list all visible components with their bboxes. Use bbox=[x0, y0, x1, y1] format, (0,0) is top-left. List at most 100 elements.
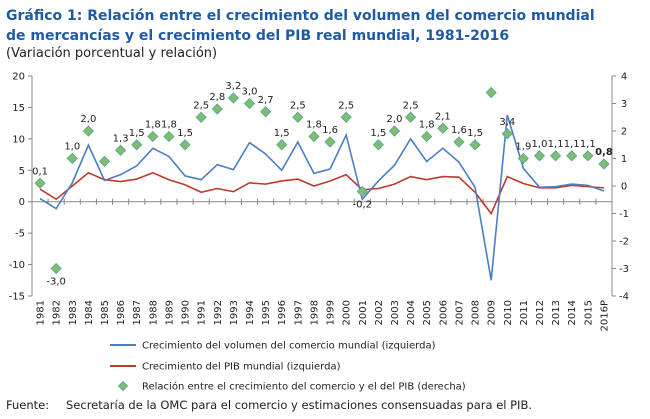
x-tick-label: 1988 bbox=[148, 300, 159, 325]
ratio-data-label: 1,3 bbox=[113, 133, 129, 144]
x-tick-label: 1981 bbox=[36, 300, 47, 325]
x-tick-label: 1986 bbox=[116, 300, 127, 325]
ratio-data-label: 2,0 bbox=[387, 114, 403, 125]
x-tick-label: 1991 bbox=[197, 300, 208, 325]
x-tick-label: 2008 bbox=[471, 300, 482, 325]
x-tick-label: 1989 bbox=[164, 300, 175, 325]
ratio-data-label: 1,0 bbox=[64, 142, 80, 153]
ratio-marker bbox=[82, 125, 94, 137]
x-tick-label: 2009 bbox=[487, 300, 498, 325]
chart-title: Gráfico 1: Relación entre el crecimiento… bbox=[6, 8, 595, 44]
ratio-data-label: 1,1 bbox=[548, 139, 564, 150]
ratio-data-label: 1,5 bbox=[370, 128, 386, 139]
left-tick-label: -15 bbox=[9, 292, 25, 303]
x-tick-label: 1992 bbox=[213, 300, 224, 325]
x-tick-label: 2016P bbox=[599, 300, 610, 331]
ratio-data-label: 1,9 bbox=[515, 142, 531, 153]
ratio-data-label: 3,4 bbox=[499, 117, 515, 128]
x-tick-label: 2013 bbox=[551, 300, 562, 325]
ratio-marker bbox=[147, 130, 159, 143]
right-tick-label: -4 bbox=[619, 292, 629, 303]
ratio-marker bbox=[485, 86, 497, 99]
ratio-marker bbox=[405, 111, 417, 123]
ratio-data-label: 1,8 bbox=[306, 120, 322, 131]
x-tick-label: 2002 bbox=[374, 300, 385, 325]
ratio-marker bbox=[131, 139, 143, 151]
x-tick-label: 2014 bbox=[567, 300, 578, 325]
x-tick-label: 2015 bbox=[583, 300, 594, 325]
x-tick-label: 1990 bbox=[181, 300, 192, 325]
ratio-data-label: 1,8 bbox=[161, 120, 177, 131]
right-tick-label: 0 bbox=[621, 182, 627, 193]
ratio-marker bbox=[501, 128, 513, 140]
x-tick-label: 2010 bbox=[503, 300, 514, 325]
gdp-growth-line bbox=[39, 171, 605, 216]
ratio-data-label: 2,5 bbox=[338, 100, 354, 111]
ratio-data-label: 2,1 bbox=[435, 111, 451, 122]
ratio-data-label: 0,8 bbox=[595, 147, 613, 158]
ratio-data-label: 1,5 bbox=[274, 128, 290, 139]
left-tick-label: 5 bbox=[19, 166, 25, 177]
left-tick-label: 10 bbox=[12, 134, 25, 145]
x-tick-label: 1984 bbox=[84, 300, 95, 325]
ratio-marker bbox=[517, 152, 529, 165]
x-tick-label: 1993 bbox=[229, 300, 240, 325]
x-tick-label: 2000 bbox=[342, 300, 353, 325]
x-tick-label: 1995 bbox=[261, 300, 272, 325]
left-tick-label: 0 bbox=[19, 197, 25, 208]
ratio-data-label: 1,0 bbox=[532, 139, 548, 150]
ratio-marker bbox=[195, 111, 207, 123]
ratio-marker bbox=[453, 136, 465, 148]
ratio-marker bbox=[163, 130, 175, 143]
ratio-marker bbox=[533, 150, 546, 162]
ratio-marker bbox=[260, 106, 272, 118]
ratio-data-label: 1,5 bbox=[467, 128, 483, 139]
source-text: Secretaría de la OMC para el comercio y … bbox=[66, 398, 532, 412]
source-label: Fuente: bbox=[6, 398, 50, 412]
x-tick-label: 2004 bbox=[406, 300, 417, 325]
legend-label: Relación entre el crecimiento del comerc… bbox=[142, 381, 466, 393]
ratio-marker bbox=[211, 103, 223, 115]
ratio-marker bbox=[469, 139, 481, 151]
x-tick-label: 2012 bbox=[535, 300, 546, 325]
legend-label: Crecimiento del PIB mundial (izquierda) bbox=[142, 362, 341, 373]
ratio-data-label: 1,1 bbox=[564, 139, 580, 150]
left-tick-label: -10 bbox=[9, 260, 25, 271]
right-tick-label: 4 bbox=[621, 72, 627, 83]
ratio-data-label: 2,5 bbox=[403, 100, 419, 111]
right-tick-label: 3 bbox=[621, 99, 627, 110]
x-tick-label: 2005 bbox=[422, 300, 433, 325]
right-tick-label: -3 bbox=[619, 264, 629, 275]
ratio-marker bbox=[356, 185, 368, 198]
left-tick-label: 20 bbox=[12, 72, 25, 83]
ratio-marker bbox=[598, 158, 610, 170]
ratio-data-label: 1,5 bbox=[129, 128, 145, 139]
ratio-marker bbox=[437, 122, 449, 134]
ratio-marker bbox=[340, 111, 352, 123]
trade-growth-line bbox=[39, 114, 605, 281]
ratio-marker bbox=[308, 130, 320, 143]
x-tick-label: 2011 bbox=[519, 300, 530, 325]
ratio-marker bbox=[372, 139, 384, 151]
ratio-data-label: 2,5 bbox=[290, 100, 306, 111]
x-tick-label: 1996 bbox=[277, 300, 288, 325]
ratio-marker bbox=[179, 139, 191, 151]
ratio-marker bbox=[421, 130, 433, 143]
x-tick-label: 2001 bbox=[358, 300, 369, 325]
ratio-data-label: -3,0 bbox=[46, 277, 66, 288]
x-tick-label: 1982 bbox=[52, 300, 63, 325]
ratio-data-label: 0,1 bbox=[32, 166, 48, 177]
ratio-data-label: 1,6 bbox=[322, 125, 338, 136]
ratio-marker bbox=[227, 92, 239, 104]
chart-subtitle: (Variación porcentual y relación) bbox=[6, 46, 218, 61]
ratio-data-label: 3,2 bbox=[225, 81, 241, 92]
ratio-data-label: -0,2 bbox=[353, 200, 373, 211]
ratio-marker bbox=[115, 144, 127, 156]
ratio-data-label: 1,6 bbox=[451, 125, 467, 136]
ratio-data-label: 2,8 bbox=[209, 92, 225, 103]
x-tick-label: 2006 bbox=[438, 300, 449, 325]
right-tick-label: 2 bbox=[621, 127, 627, 138]
right-tick-label: -2 bbox=[619, 237, 629, 248]
ratio-marker bbox=[98, 155, 111, 167]
